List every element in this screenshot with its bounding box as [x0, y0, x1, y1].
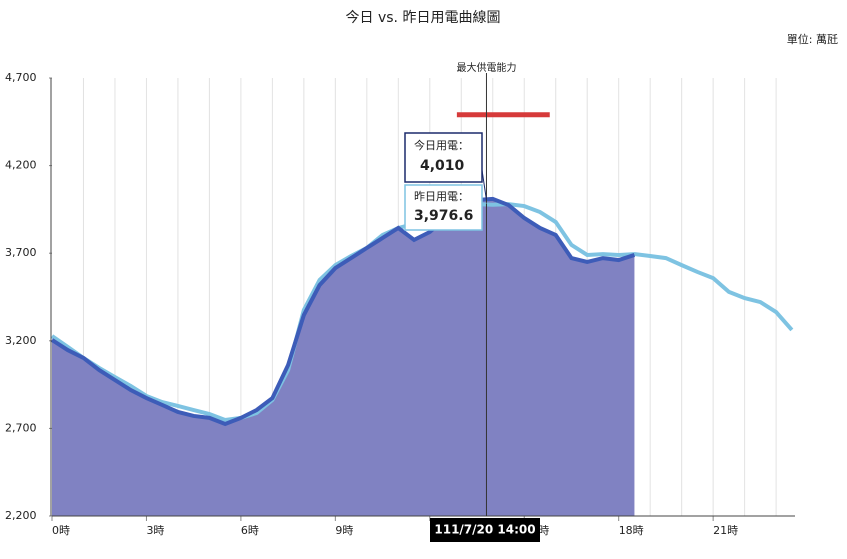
- y-tick-label: 3,700: [5, 246, 37, 259]
- time-label-box: [430, 518, 540, 542]
- x-tick-label: 0時: [52, 524, 70, 537]
- tooltip-label: 今日用電：: [414, 138, 469, 152]
- y-tick-label: 4,700: [5, 71, 37, 84]
- x-tick-label: 9時: [335, 524, 353, 537]
- area: [52, 198, 635, 516]
- time-label: 111/7/20 14:00: [434, 523, 535, 537]
- x-tick-label: 6時: [241, 524, 259, 537]
- y-tick-label: 3,200: [5, 334, 37, 347]
- y-tick-label: 2,200: [5, 509, 37, 522]
- capacity-label: 最大供電能力: [456, 61, 516, 74]
- tooltip-value: 4,010: [420, 158, 465, 174]
- x-tick-label: 21時: [713, 524, 738, 537]
- unit: 單位: 萬瓩: [787, 32, 838, 46]
- line: [50, 196, 636, 427]
- chart-title: 今日 vs. 昨日用電曲線圖: [346, 10, 501, 26]
- tooltip: [404, 132, 483, 183]
- tooltip-label: 昨日用電：: [414, 190, 469, 203]
- tooltip-value: 3,976.6: [414, 208, 473, 224]
- y-tick-label: 2,700: [5, 421, 37, 434]
- x-tick-label: 18時: [619, 524, 644, 537]
- x-tick-label: 3時: [146, 524, 164, 537]
- tooltip: [404, 184, 483, 231]
- y-tick-label: 4,200: [5, 159, 37, 172]
